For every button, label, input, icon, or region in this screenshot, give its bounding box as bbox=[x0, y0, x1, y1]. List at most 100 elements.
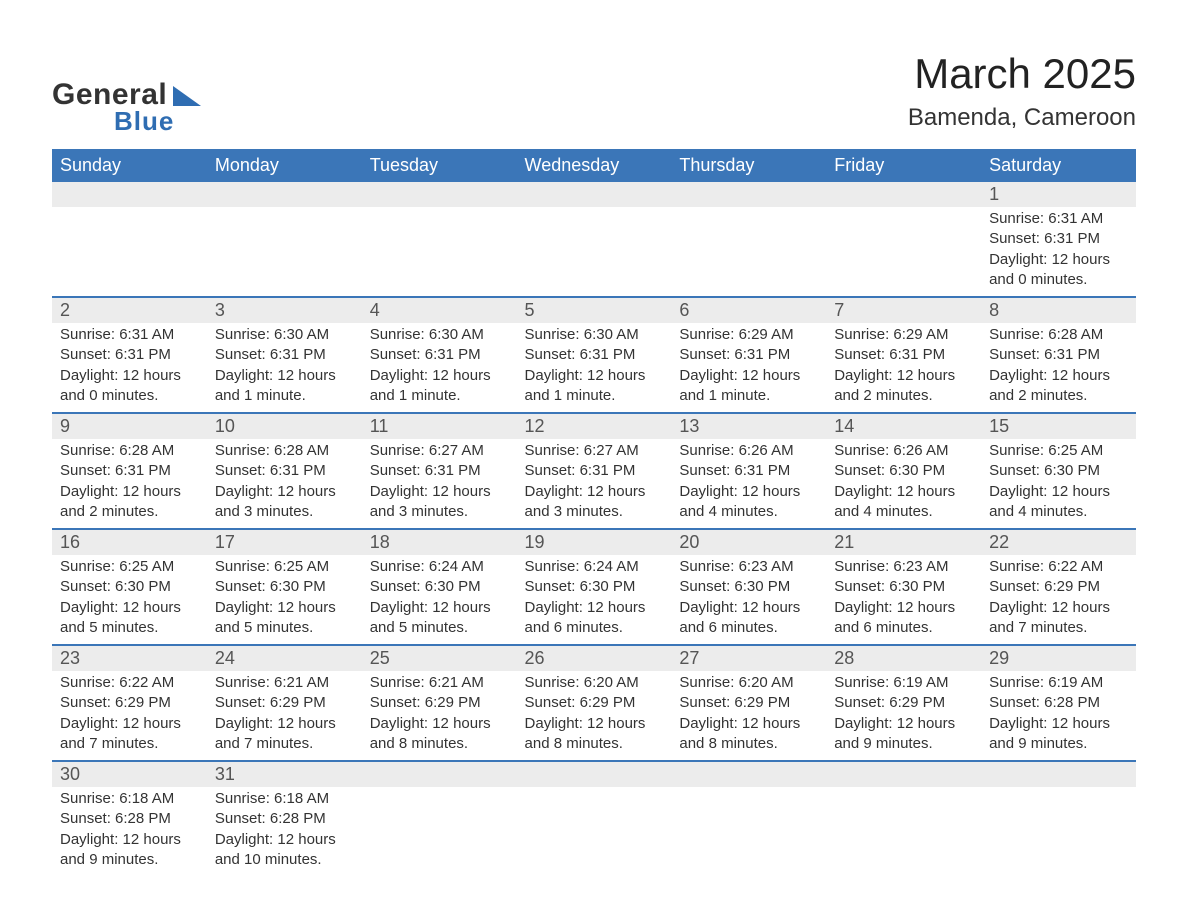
day-number: 27 bbox=[671, 645, 826, 671]
sunrise-text: Sunrise: 6:31 AM bbox=[60, 325, 199, 345]
day-cell: Sunrise: 6:19 AMSunset: 6:28 PMDaylight:… bbox=[981, 671, 1136, 761]
sunrise-text: Sunrise: 6:29 AM bbox=[834, 325, 973, 345]
day-number: 19 bbox=[517, 529, 672, 555]
day-cell bbox=[207, 207, 362, 297]
logo-triangle-icon bbox=[173, 86, 201, 106]
day-cell bbox=[826, 787, 981, 876]
day-cell: Sunrise: 6:26 AMSunset: 6:30 PMDaylight:… bbox=[826, 439, 981, 529]
day-number: 3 bbox=[207, 297, 362, 323]
daylight-text: Daylight: 12 hours and 0 minutes. bbox=[989, 250, 1128, 291]
day-number bbox=[826, 182, 981, 207]
sunrise-text: Sunrise: 6:27 AM bbox=[370, 441, 509, 461]
day-cell bbox=[517, 207, 672, 297]
sunset-text: Sunset: 6:31 PM bbox=[989, 345, 1128, 365]
day-cell: Sunrise: 6:25 AMSunset: 6:30 PMDaylight:… bbox=[207, 555, 362, 645]
sunrise-text: Sunrise: 6:22 AM bbox=[989, 557, 1128, 577]
sunset-text: Sunset: 6:31 PM bbox=[215, 345, 354, 365]
daylight-text: Daylight: 12 hours and 7 minutes. bbox=[989, 598, 1128, 639]
sunset-text: Sunset: 6:30 PM bbox=[215, 577, 354, 597]
sunset-text: Sunset: 6:28 PM bbox=[215, 809, 354, 829]
day-cell: Sunrise: 6:25 AMSunset: 6:30 PMDaylight:… bbox=[981, 439, 1136, 529]
day-number bbox=[207, 182, 362, 207]
day-number bbox=[362, 761, 517, 787]
sunset-text: Sunset: 6:28 PM bbox=[60, 809, 199, 829]
daylight-text: Daylight: 12 hours and 2 minutes. bbox=[60, 482, 199, 523]
day-number: 22 bbox=[981, 529, 1136, 555]
day-detail-row: Sunrise: 6:18 AMSunset: 6:28 PMDaylight:… bbox=[52, 787, 1136, 876]
day-number-row: 23242526272829 bbox=[52, 645, 1136, 671]
day-number: 12 bbox=[517, 413, 672, 439]
daylight-text: Daylight: 12 hours and 6 minutes. bbox=[834, 598, 973, 639]
day-cell bbox=[826, 207, 981, 297]
day-cell: Sunrise: 6:31 AMSunset: 6:31 PMDaylight:… bbox=[52, 323, 207, 413]
sunset-text: Sunset: 6:29 PM bbox=[60, 693, 199, 713]
day-number bbox=[826, 761, 981, 787]
day-header: Thursday bbox=[671, 149, 826, 182]
daylight-text: Daylight: 12 hours and 1 minute. bbox=[215, 366, 354, 407]
sunset-text: Sunset: 6:31 PM bbox=[525, 461, 664, 481]
sunrise-text: Sunrise: 6:28 AM bbox=[989, 325, 1128, 345]
day-number: 18 bbox=[362, 529, 517, 555]
day-cell: Sunrise: 6:22 AMSunset: 6:29 PMDaylight:… bbox=[52, 671, 207, 761]
daylight-text: Daylight: 12 hours and 9 minutes. bbox=[834, 714, 973, 755]
month-title: March 2025 bbox=[908, 50, 1136, 98]
day-cell: Sunrise: 6:22 AMSunset: 6:29 PMDaylight:… bbox=[981, 555, 1136, 645]
sunrise-text: Sunrise: 6:27 AM bbox=[525, 441, 664, 461]
sunset-text: Sunset: 6:30 PM bbox=[370, 577, 509, 597]
sunset-text: Sunset: 6:30 PM bbox=[60, 577, 199, 597]
sunrise-text: Sunrise: 6:18 AM bbox=[60, 789, 199, 809]
daylight-text: Daylight: 12 hours and 4 minutes. bbox=[989, 482, 1128, 523]
day-number bbox=[362, 182, 517, 207]
day-number: 6 bbox=[671, 297, 826, 323]
sunset-text: Sunset: 6:29 PM bbox=[215, 693, 354, 713]
day-number bbox=[981, 761, 1136, 787]
day-number bbox=[671, 761, 826, 787]
sunrise-text: Sunrise: 6:25 AM bbox=[60, 557, 199, 577]
day-header: Tuesday bbox=[362, 149, 517, 182]
day-cell: Sunrise: 6:27 AMSunset: 6:31 PMDaylight:… bbox=[517, 439, 672, 529]
sunset-text: Sunset: 6:31 PM bbox=[834, 345, 973, 365]
day-number-row: 3031 bbox=[52, 761, 1136, 787]
sunset-text: Sunset: 6:31 PM bbox=[679, 345, 818, 365]
day-cell: Sunrise: 6:23 AMSunset: 6:30 PMDaylight:… bbox=[826, 555, 981, 645]
daylight-text: Daylight: 12 hours and 5 minutes. bbox=[215, 598, 354, 639]
day-cell: Sunrise: 6:27 AMSunset: 6:31 PMDaylight:… bbox=[362, 439, 517, 529]
day-detail-row: Sunrise: 6:28 AMSunset: 6:31 PMDaylight:… bbox=[52, 439, 1136, 529]
day-cell: Sunrise: 6:21 AMSunset: 6:29 PMDaylight:… bbox=[207, 671, 362, 761]
day-number bbox=[517, 182, 672, 207]
sunrise-text: Sunrise: 6:24 AM bbox=[370, 557, 509, 577]
day-cell: Sunrise: 6:20 AMSunset: 6:29 PMDaylight:… bbox=[671, 671, 826, 761]
daylight-text: Daylight: 12 hours and 7 minutes. bbox=[215, 714, 354, 755]
day-number: 9 bbox=[52, 413, 207, 439]
day-cell bbox=[671, 207, 826, 297]
day-number: 30 bbox=[52, 761, 207, 787]
sunrise-text: Sunrise: 6:20 AM bbox=[679, 673, 818, 693]
title-block: March 2025 Bamenda, Cameroon bbox=[908, 50, 1136, 132]
day-number: 15 bbox=[981, 413, 1136, 439]
sunset-text: Sunset: 6:29 PM bbox=[679, 693, 818, 713]
day-cell bbox=[671, 787, 826, 876]
daylight-text: Daylight: 12 hours and 9 minutes. bbox=[989, 714, 1128, 755]
daylight-text: Daylight: 12 hours and 1 minute. bbox=[370, 366, 509, 407]
location-text: Bamenda, Cameroon bbox=[908, 104, 1136, 132]
day-number: 17 bbox=[207, 529, 362, 555]
day-cell: Sunrise: 6:28 AMSunset: 6:31 PMDaylight:… bbox=[981, 323, 1136, 413]
daylight-text: Daylight: 12 hours and 9 minutes. bbox=[60, 830, 199, 871]
logo-blue-text: Blue bbox=[114, 106, 201, 137]
day-number: 8 bbox=[981, 297, 1136, 323]
daylight-text: Daylight: 12 hours and 2 minutes. bbox=[989, 366, 1128, 407]
sunrise-text: Sunrise: 6:29 AM bbox=[679, 325, 818, 345]
sunrise-text: Sunrise: 6:30 AM bbox=[370, 325, 509, 345]
day-number: 10 bbox=[207, 413, 362, 439]
sunrise-text: Sunrise: 6:22 AM bbox=[60, 673, 199, 693]
day-number: 25 bbox=[362, 645, 517, 671]
day-number: 21 bbox=[826, 529, 981, 555]
sunrise-text: Sunrise: 6:26 AM bbox=[679, 441, 818, 461]
day-number-row: 16171819202122 bbox=[52, 529, 1136, 555]
day-cell: Sunrise: 6:30 AMSunset: 6:31 PMDaylight:… bbox=[517, 323, 672, 413]
daylight-text: Daylight: 12 hours and 10 minutes. bbox=[215, 830, 354, 871]
day-number bbox=[52, 182, 207, 207]
day-number bbox=[671, 182, 826, 207]
calendar-table: Sunday Monday Tuesday Wednesday Thursday… bbox=[52, 149, 1136, 876]
daylight-text: Daylight: 12 hours and 5 minutes. bbox=[370, 598, 509, 639]
